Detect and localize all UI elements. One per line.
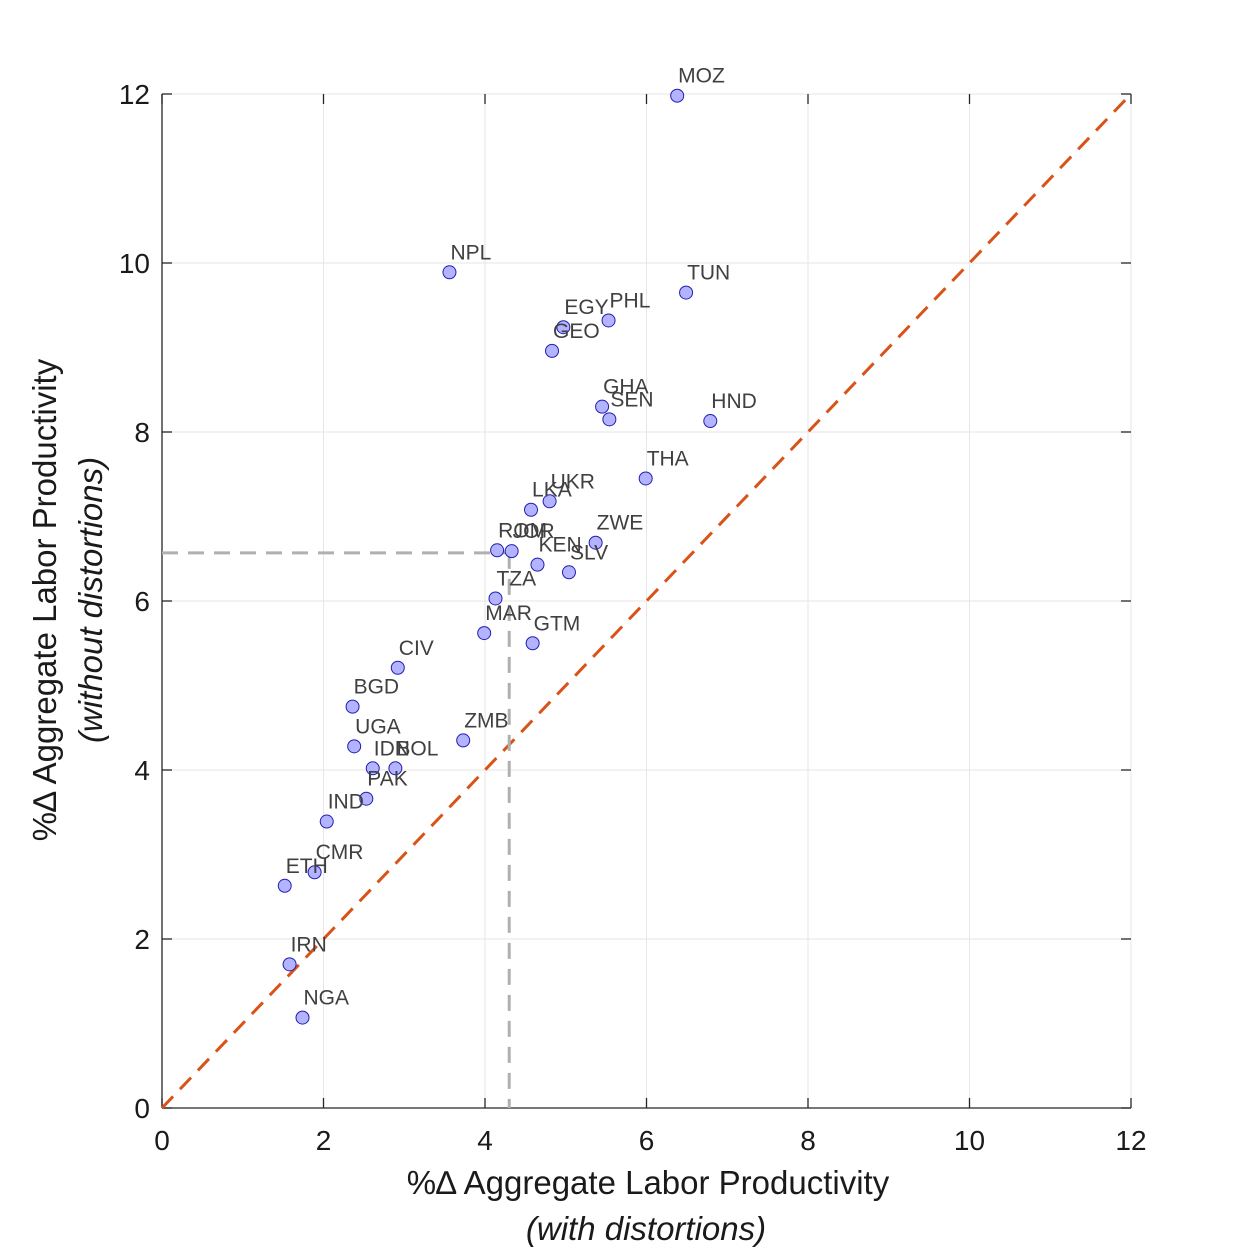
point-label-zwe: ZWE: [597, 512, 644, 535]
x-axis-title: %∆ Aggregate Labor Productivity: [407, 1164, 890, 1201]
point-label-moz: MOZ: [678, 65, 725, 88]
data-point-zmb: [456, 733, 471, 748]
data-point-irn: [282, 957, 297, 972]
y-tick-label: 12: [119, 79, 150, 110]
point-label-ukr: UKR: [551, 470, 595, 493]
point-label-ken: KEN: [538, 534, 581, 557]
y-tick-label: 10: [119, 248, 150, 279]
point-label-nga: NGA: [304, 987, 350, 1010]
point-label-npl: NPL: [450, 241, 491, 264]
x-tick-label: 4: [477, 1125, 493, 1156]
data-point-gtm: [525, 636, 540, 651]
data-point-bgd: [345, 699, 360, 714]
y-tick-label: 6: [134, 586, 150, 617]
data-point-nga: [295, 1010, 310, 1025]
y-axis-subtitle: (without distortions): [72, 457, 109, 743]
data-point-uga: [347, 739, 362, 754]
data-point-idn: [365, 761, 380, 776]
point-label-gtm: GTM: [534, 612, 581, 635]
data-point-gha: [595, 399, 610, 414]
data-point-ind: [319, 814, 334, 829]
point-label-zmb: ZMB: [464, 709, 508, 732]
data-point-tun: [679, 285, 694, 300]
point-label-idn: IDN: [374, 737, 410, 760]
data-point-jor: [504, 544, 519, 559]
point-label-sen: SEN: [610, 388, 653, 411]
data-point-lka: [524, 502, 539, 517]
x-tick-label: 2: [316, 1125, 332, 1156]
point-label-mar: MAR: [485, 602, 532, 625]
data-point-tza: [488, 591, 503, 606]
data-point-ken: [530, 557, 545, 572]
data-point-egy: [556, 320, 571, 335]
point-label-hnd: HND: [711, 390, 757, 413]
point-label-lka: LKA: [532, 479, 572, 502]
point-label-phl: PHL: [610, 289, 651, 312]
data-point-zwe: [588, 535, 603, 550]
data-points: [277, 88, 718, 1025]
data-point-cmr: [307, 865, 322, 880]
data-point-geo: [545, 343, 560, 358]
median-marker-lines: [162, 551, 511, 1108]
data-point-pak: [359, 791, 374, 806]
data-point-rom: [490, 543, 505, 558]
point-label-geo: GEO: [553, 320, 600, 343]
data-point-tha: [638, 471, 653, 486]
point-label-pak: PAK: [367, 768, 407, 791]
point-label-eth: ETH: [286, 855, 328, 878]
y-axis-title: %∆ Aggregate Labor Productivity: [26, 358, 63, 841]
point-label-tza: TZA: [496, 567, 536, 590]
x-tick-label: 8: [800, 1125, 816, 1156]
axes: [161, 93, 1132, 1109]
point-label-civ: CIV: [399, 637, 434, 660]
point-label-gha: GHA: [603, 376, 649, 399]
data-point-phl: [601, 313, 616, 328]
x-tick-label: 12: [1115, 1125, 1146, 1156]
data-point-bol: [388, 761, 403, 776]
x-tick-label: 0: [154, 1125, 170, 1156]
y-tick-label: 2: [134, 924, 150, 955]
data-point-civ: [390, 660, 405, 675]
data-point-npl: [442, 265, 457, 280]
data-point-sen: [602, 412, 617, 427]
tick-labels: 0 2 4 6 8 10 12 0 2 4 6 8 10 12: [119, 79, 1147, 1156]
x-tick-label: 10: [954, 1125, 985, 1156]
y-tick-label: 4: [134, 755, 150, 786]
point-label-cmr: CMR: [316, 841, 364, 864]
data-point-slv: [561, 565, 576, 580]
point-label-tha: THA: [647, 447, 689, 470]
data-point-hnd: [703, 414, 718, 429]
point-label-jor: JOR: [513, 520, 555, 543]
point-label-bgd: BGD: [354, 676, 400, 699]
data-point-mar: [477, 626, 492, 641]
point-label-uga: UGA: [355, 715, 401, 738]
data-point-moz: [670, 88, 685, 103]
point-label-rom: ROM: [498, 519, 547, 542]
data-point-ukr: [542, 494, 557, 509]
point-label-ind: IND: [328, 791, 364, 814]
x-axis-subtitle: (with distortions): [526, 1210, 766, 1247]
data-point-eth: [277, 878, 292, 893]
y-tick-label: 8: [134, 417, 150, 448]
x-tick-label: 6: [639, 1125, 655, 1156]
point-label-egy: EGY: [564, 296, 608, 319]
point-label-tun: TUN: [687, 262, 730, 285]
point-label-bol: BOL: [396, 737, 438, 760]
y-tick-label: 0: [134, 1093, 150, 1124]
point-label-irn: IRN: [291, 933, 327, 956]
point-label-slv: SLV: [570, 541, 608, 564]
